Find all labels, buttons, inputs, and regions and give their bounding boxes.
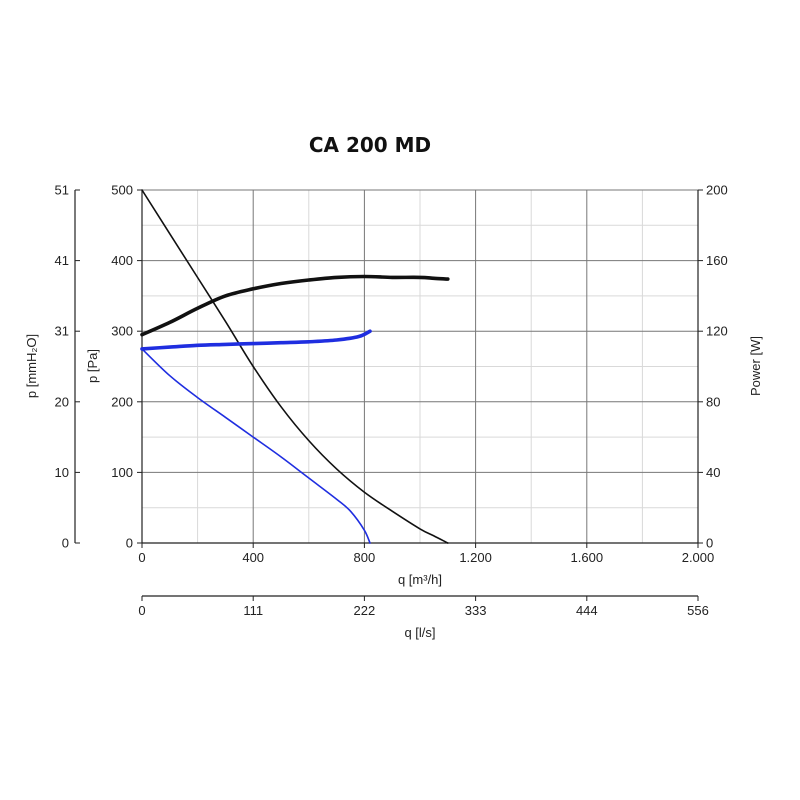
y-left-tick-label: 500 <box>111 183 133 198</box>
y-left-tick-label: 100 <box>111 465 133 480</box>
series-line-4-power <box>140 329 372 351</box>
x-tick-label: 2.000 <box>682 550 715 565</box>
y-right-tick-label: 120 <box>706 324 728 339</box>
y-right-tick-label: 160 <box>706 253 728 268</box>
y-left-tick-label: 0 <box>126 536 133 551</box>
y-outer-tick-label: 20 <box>55 394 69 409</box>
y-right-tick-label: 200 <box>706 183 728 198</box>
x-tick-label: 1.600 <box>571 550 604 565</box>
axis-labels: q [m³/h] q [l/s] p [mmH₂O] p [Pa] Power [W] <box>24 334 763 640</box>
x-secondary-tick-label: 111 <box>243 603 263 618</box>
y-outer-tick-label: 10 <box>55 465 69 480</box>
x-secondary-tick-label: 556 <box>687 603 709 618</box>
y-axis-left-title: p [Pa] <box>85 349 100 383</box>
x-secondary-tick-label: 333 <box>465 603 487 618</box>
x-tick-label: 0 <box>138 550 145 565</box>
chart-title: CA 200 MD <box>309 133 431 157</box>
y-right-tick-label: 0 <box>706 536 713 551</box>
y-outer-tick-label: 51 <box>55 183 69 198</box>
y-right-tick-label: 40 <box>706 465 720 480</box>
x-axis-title: q [m³/h] <box>398 572 442 587</box>
y-left-tick-label: 300 <box>111 324 133 339</box>
x-axis-secondary-title: q [l/s] <box>404 625 435 640</box>
x-tick-label: 800 <box>354 550 376 565</box>
y-left-tick-label: 400 <box>111 253 133 268</box>
y-axis-right-title: Power [W] <box>748 336 763 396</box>
y-axis-outer-title: p [mmH₂O] <box>24 334 39 398</box>
y-right-tick-label: 80 <box>706 394 720 409</box>
grid <box>141 189 699 544</box>
x-secondary-tick-label: 0 <box>138 603 145 618</box>
y-outer-tick-label: 31 <box>55 324 69 339</box>
series-line-1-pressure <box>141 189 449 544</box>
x-secondary-tick-label: 444 <box>576 603 598 618</box>
x-tick-label: 400 <box>242 550 264 565</box>
series-line-3-power <box>140 274 450 337</box>
series-line-2-pressure <box>141 348 371 544</box>
y-outer-tick-label: 0 <box>62 536 69 551</box>
y-outer-tick-label: 41 <box>55 253 69 268</box>
y-left-tick-label: 200 <box>111 394 133 409</box>
x-secondary-tick-label: 222 <box>354 603 376 618</box>
series <box>140 189 450 544</box>
x-tick-label: 1.200 <box>459 550 492 565</box>
